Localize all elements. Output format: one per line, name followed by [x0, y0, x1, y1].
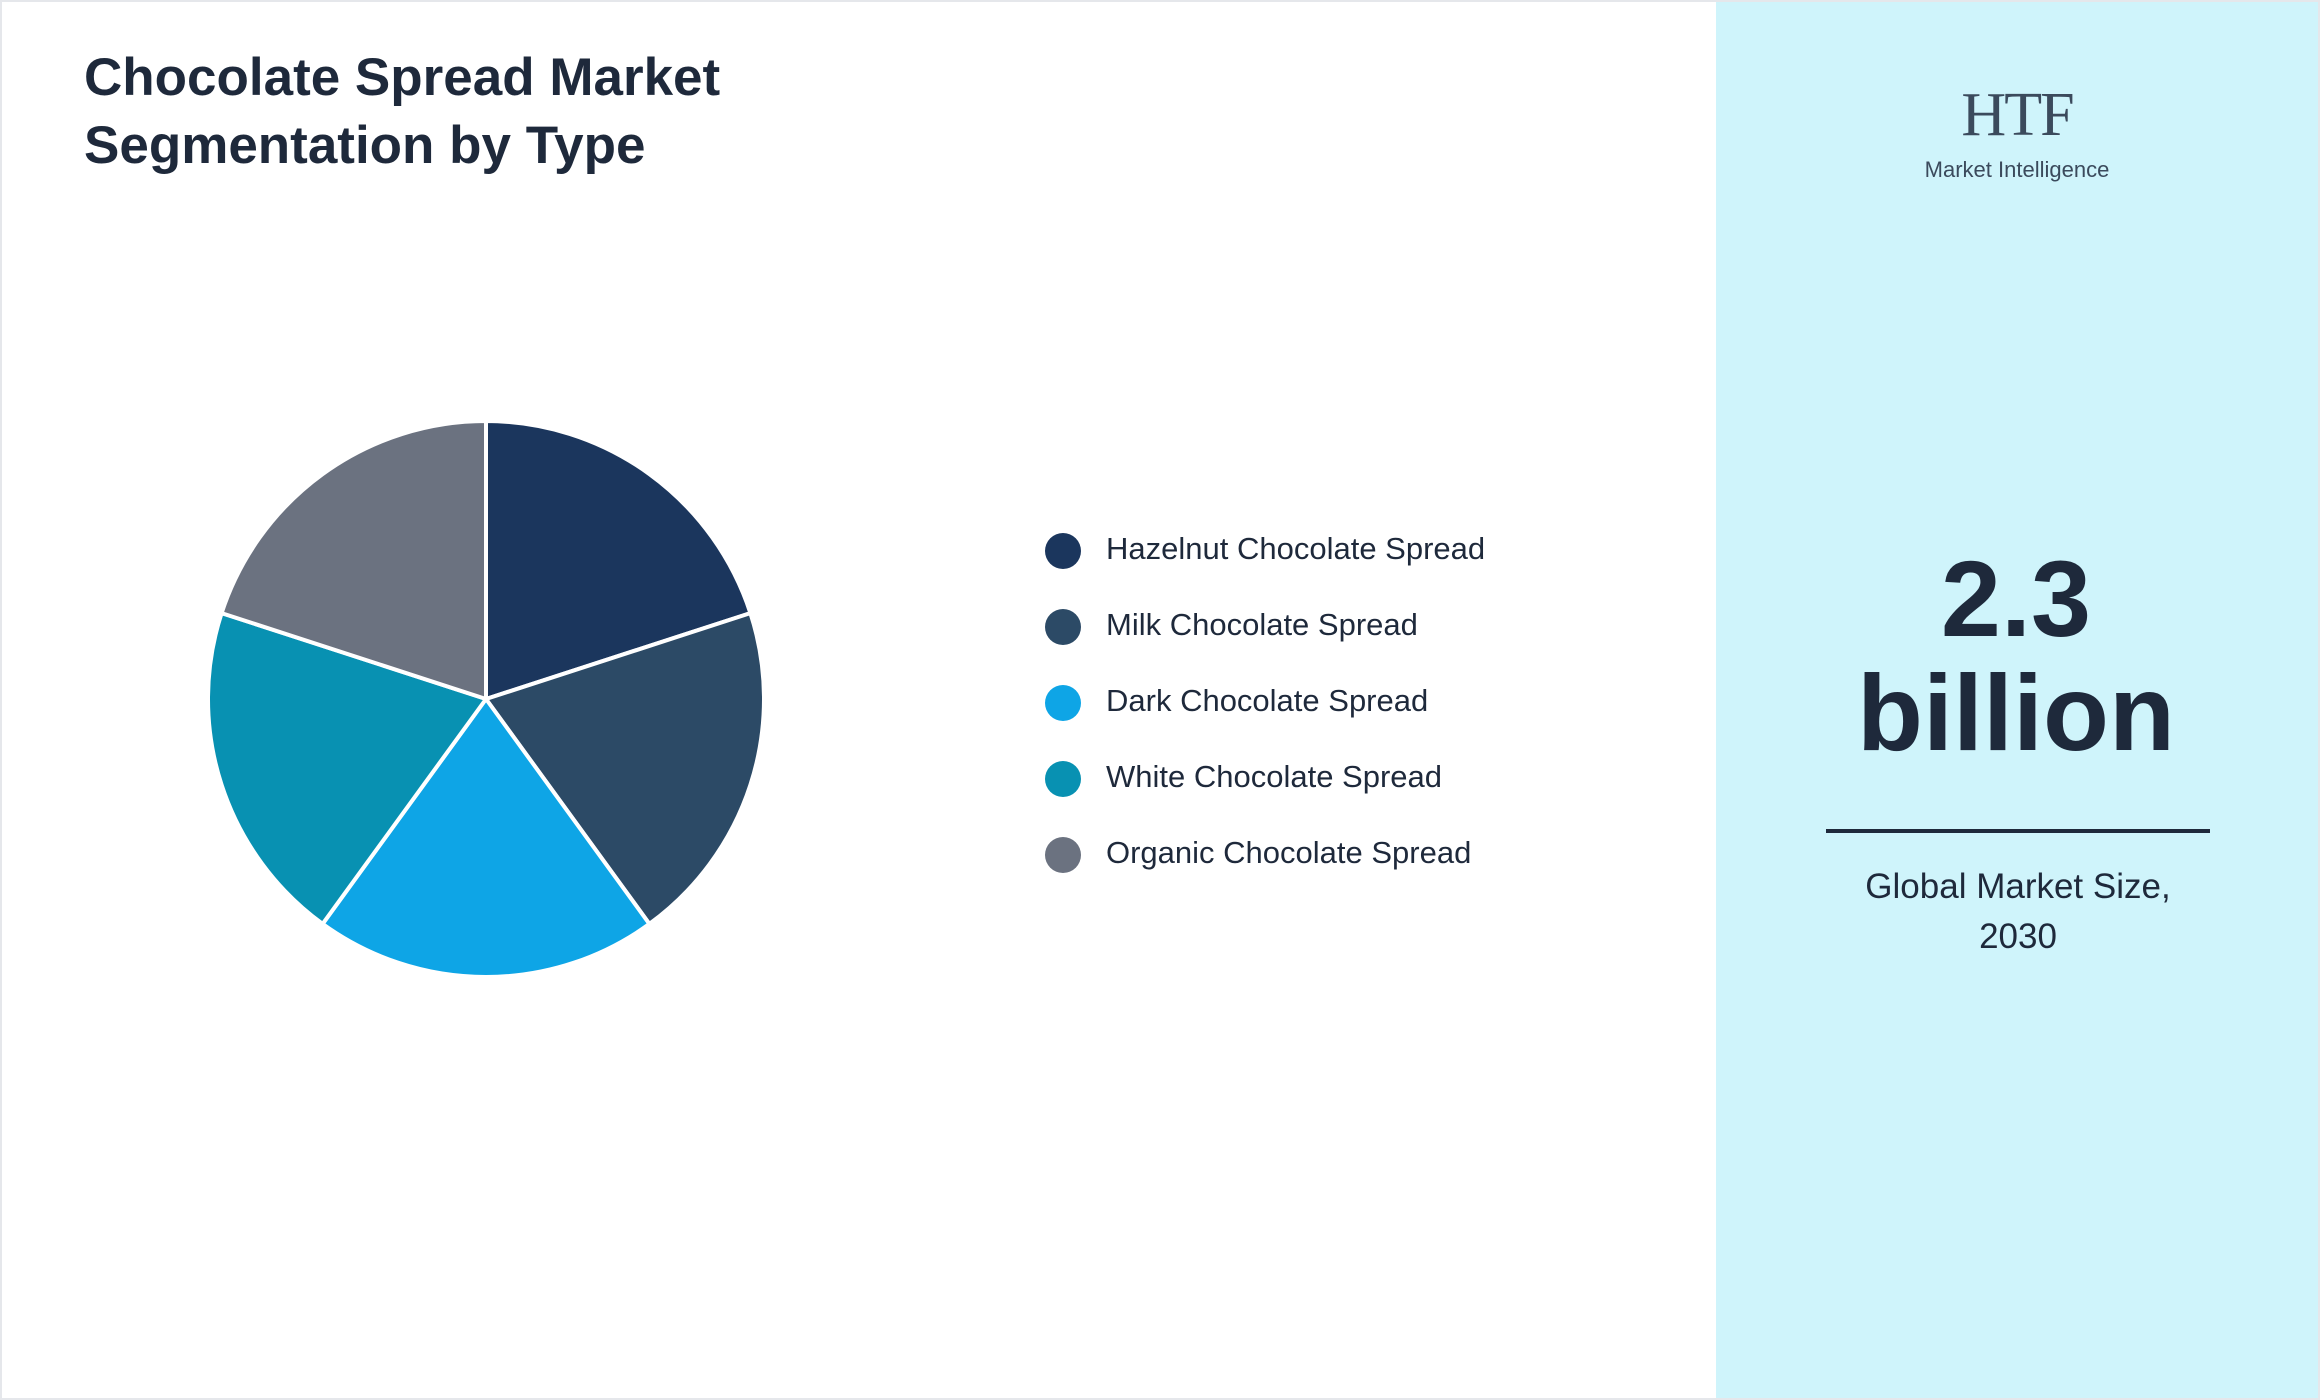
logo-name: HTF — [1961, 81, 2074, 149]
pie-slice — [482, 610, 766, 927]
legend-swatch — [1045, 761, 1081, 797]
pie-slice — [206, 610, 490, 927]
pie-slice — [484, 418, 753, 702]
side-panel: HTF Market Intelligence 2.3 billion Glob… — [1716, 2, 2318, 1398]
legend-swatch — [1045, 837, 1081, 873]
logo-tagline: Market Intelligence — [1924, 157, 2110, 182]
pie-slice — [219, 418, 488, 702]
legend-swatch — [1045, 609, 1081, 645]
legend-label: Organic Chocolate Spread — [1106, 835, 1471, 870]
pie-slice — [319, 695, 653, 979]
legend-swatch — [1045, 533, 1081, 569]
chart: Hazelnut Chocolate Spread Milk Chocolate … — [206, 418, 1485, 979]
legend-label: Dark Chocolate Spread — [1106, 683, 1428, 718]
kpi-label: Global Market Size, 2030 — [1865, 867, 2171, 956]
kpi-divider — [1826, 829, 2210, 833]
legend-label: Hazelnut Chocolate Spread — [1106, 531, 1485, 566]
legend-label: Milk Chocolate Spread — [1106, 607, 1418, 642]
chart-title: Chocolate Spread Market Segmentation by … — [84, 48, 721, 175]
kpi-value: 2.3 billion — [1857, 538, 2175, 773]
legend-label: White Chocolate Spread — [1106, 759, 1442, 794]
legend-swatch — [1045, 685, 1081, 721]
